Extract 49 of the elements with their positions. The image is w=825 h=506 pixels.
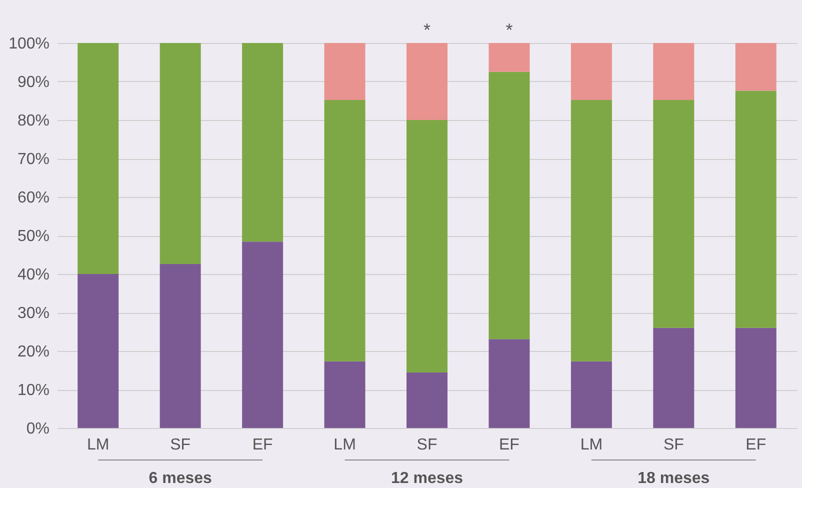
bar [78,43,119,274]
bar [406,372,448,428]
bar [488,43,530,72]
bar [570,361,612,428]
y-tick-label: 10% [17,382,50,399]
text: 18 meses [638,470,710,487]
bar [242,43,284,242]
x-tick-label: SF [663,436,684,454]
bar [324,100,366,362]
x-tick-label: EF [746,436,766,454]
y-tick-label: 90% [17,74,50,91]
y-tick-label: 60% [17,190,50,206]
y-tick-label: 80% [17,112,50,130]
x-tick-label: SF [170,436,191,454]
y-tick-label: 0% [26,420,50,438]
bar [735,90,776,328]
y-tick-label: 50% [17,228,50,245]
bar [570,100,612,362]
y-tick-label: 20% [17,344,50,360]
bar [488,72,530,340]
data-label: * [423,20,431,40]
y-tick-label: 40% [17,266,50,284]
bar [324,43,366,100]
bar [735,43,776,91]
bar [735,328,776,428]
text: 6 meses [148,470,212,487]
y-tick-label: 30% [17,305,50,322]
bar [488,339,530,428]
bar [324,361,366,428]
x-tick-label: LM [86,436,110,454]
y-tick-label: 100% [8,36,50,52]
bar [406,120,448,373]
bar [653,100,694,328]
x-tick-label: LM [580,436,603,454]
x-tick-label: EF [252,436,273,454]
x-tick-label: SF [416,436,438,454]
data-label: * [506,20,513,40]
bar [78,274,119,428]
bar [160,43,201,264]
bar [406,43,448,120]
bar [653,43,694,100]
bar [242,242,284,428]
bar [160,264,201,428]
text: 12 meses [390,470,464,487]
x-tick-label: LM [334,436,356,454]
y-tick-label: 70% [17,151,50,168]
bar [653,328,694,428]
x-tick-label: EF [498,436,520,454]
bar [570,43,612,100]
